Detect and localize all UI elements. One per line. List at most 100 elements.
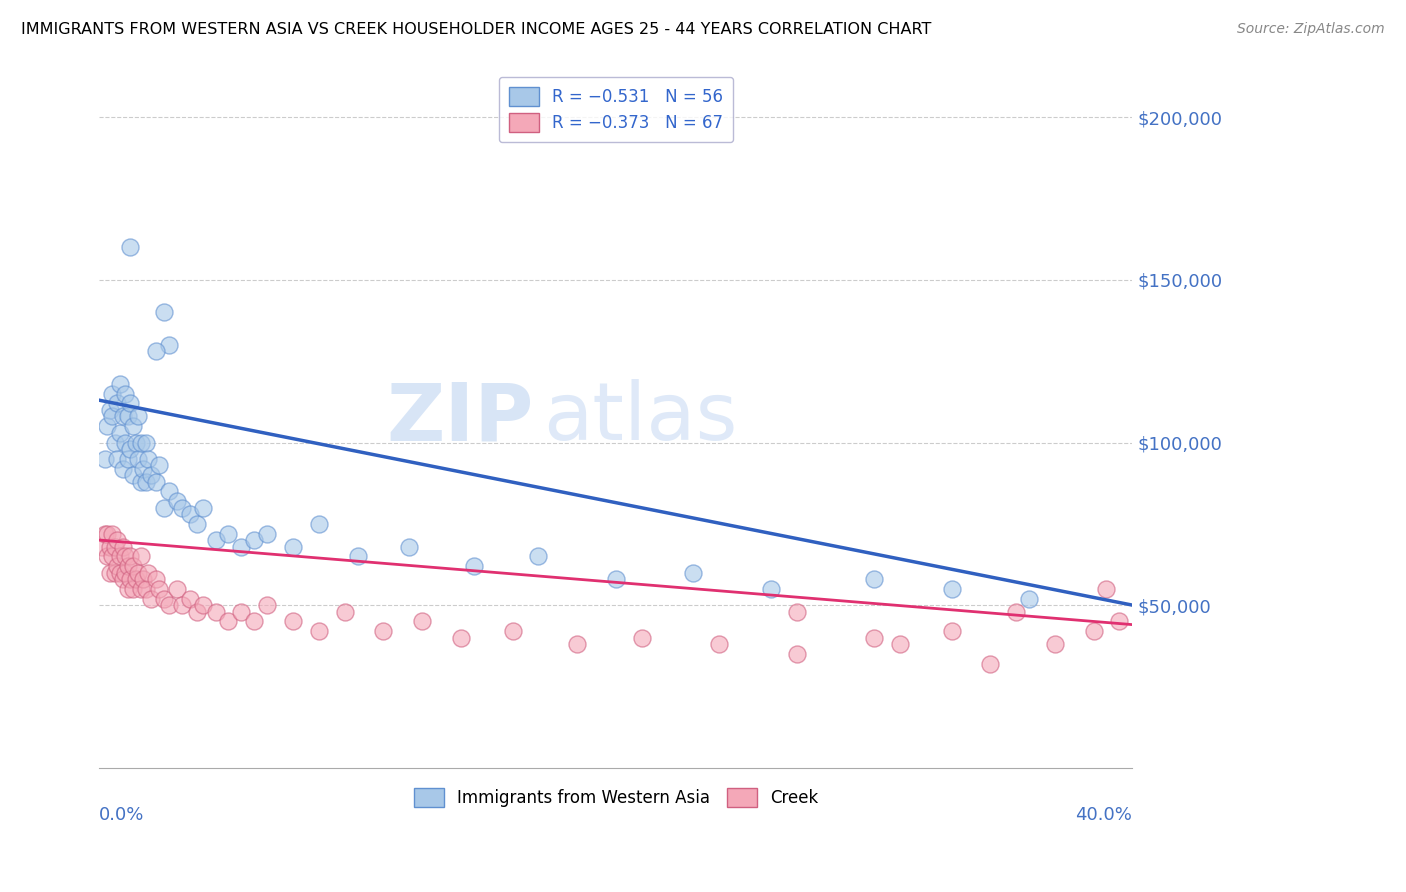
- Point: [979, 657, 1001, 671]
- Point: [502, 624, 524, 639]
- Point: [111, 409, 134, 424]
- Point: [122, 559, 145, 574]
- Point: [179, 591, 201, 606]
- Point: [463, 559, 485, 574]
- Point: [111, 572, 134, 586]
- Point: [120, 549, 142, 564]
- Point: [98, 403, 121, 417]
- Text: IMMIGRANTS FROM WESTERN ASIA VS CREEK HOUSEHOLDER INCOME AGES 25 - 44 YEARS CORR: IMMIGRANTS FROM WESTERN ASIA VS CREEK HO…: [21, 22, 931, 37]
- Point: [139, 591, 162, 606]
- Point: [101, 386, 124, 401]
- Point: [114, 435, 136, 450]
- Point: [1095, 582, 1118, 596]
- Point: [127, 451, 149, 466]
- Point: [111, 540, 134, 554]
- Point: [243, 615, 266, 629]
- Point: [186, 516, 208, 531]
- Point: [153, 591, 176, 606]
- Point: [308, 516, 330, 531]
- Point: [889, 637, 911, 651]
- Point: [1043, 637, 1066, 651]
- Text: 0.0%: 0.0%: [100, 806, 145, 824]
- Point: [191, 598, 214, 612]
- Point: [135, 435, 157, 450]
- Point: [104, 540, 127, 554]
- Point: [218, 615, 240, 629]
- Point: [107, 559, 129, 574]
- Point: [96, 419, 118, 434]
- Point: [863, 572, 886, 586]
- Point: [373, 624, 395, 639]
- Point: [120, 240, 142, 254]
- Point: [153, 305, 176, 319]
- Point: [256, 526, 278, 541]
- Point: [231, 540, 253, 554]
- Point: [132, 461, 155, 475]
- Point: [129, 475, 152, 489]
- Point: [96, 549, 118, 564]
- Point: [101, 526, 124, 541]
- Point: [124, 435, 146, 450]
- Point: [101, 549, 124, 564]
- Point: [231, 605, 253, 619]
- Point: [148, 582, 170, 596]
- Text: atlas: atlas: [544, 379, 738, 457]
- Point: [759, 582, 782, 596]
- Point: [120, 572, 142, 586]
- Point: [104, 566, 127, 580]
- Point: [682, 566, 704, 580]
- Point: [91, 540, 114, 554]
- Point: [139, 468, 162, 483]
- Point: [398, 540, 420, 554]
- Point: [157, 484, 180, 499]
- Point: [114, 549, 136, 564]
- Point: [122, 582, 145, 596]
- Point: [114, 566, 136, 580]
- Point: [120, 442, 142, 456]
- Point: [107, 396, 129, 410]
- Point: [281, 615, 304, 629]
- Point: [166, 582, 188, 596]
- Point: [135, 475, 157, 489]
- Point: [117, 451, 139, 466]
- Point: [108, 425, 131, 440]
- Point: [170, 598, 193, 612]
- Point: [166, 494, 188, 508]
- Point: [98, 540, 121, 554]
- Point: [204, 533, 226, 547]
- Point: [138, 451, 160, 466]
- Point: [135, 582, 157, 596]
- Point: [786, 647, 808, 661]
- Point: [108, 549, 131, 564]
- Point: [104, 435, 127, 450]
- Point: [117, 559, 139, 574]
- Point: [346, 549, 368, 564]
- Point: [101, 409, 124, 424]
- Point: [145, 572, 167, 586]
- Point: [145, 344, 167, 359]
- Point: [333, 605, 356, 619]
- Point: [411, 615, 433, 629]
- Text: ZIP: ZIP: [385, 379, 533, 457]
- Point: [707, 637, 730, 651]
- Point: [129, 435, 152, 450]
- Point: [170, 500, 193, 515]
- Point: [132, 572, 155, 586]
- Point: [157, 598, 180, 612]
- Point: [1005, 605, 1028, 619]
- Point: [863, 631, 886, 645]
- Point: [186, 605, 208, 619]
- Point: [308, 624, 330, 639]
- Point: [93, 526, 115, 541]
- Point: [117, 582, 139, 596]
- Point: [191, 500, 214, 515]
- Point: [122, 419, 145, 434]
- Point: [941, 624, 963, 639]
- Point: [1083, 624, 1105, 639]
- Point: [145, 475, 167, 489]
- Point: [204, 605, 226, 619]
- Legend: Immigrants from Western Asia, Creek: Immigrants from Western Asia, Creek: [405, 780, 827, 815]
- Point: [157, 338, 180, 352]
- Point: [565, 637, 588, 651]
- Point: [148, 458, 170, 473]
